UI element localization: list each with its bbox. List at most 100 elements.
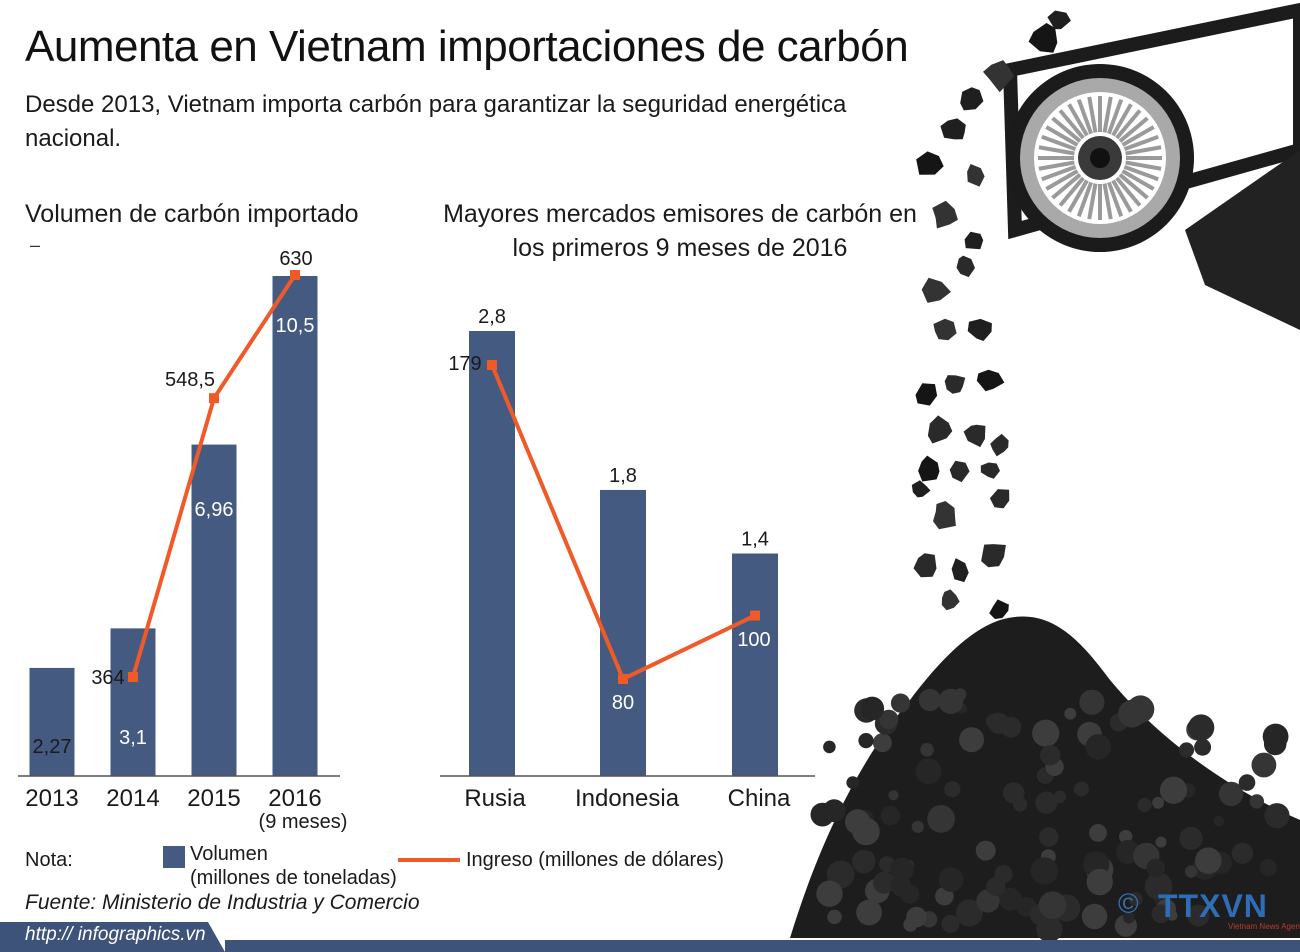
coal-pile-lump [1079, 689, 1105, 715]
bar-label-Rusia: 2,8 [478, 306, 506, 328]
coal-pile-lump [1178, 742, 1195, 758]
coal-pile-lump [986, 877, 1006, 897]
logo-text: TTXVN [1158, 888, 1268, 924]
coal-pile-lump [1119, 829, 1133, 844]
pulley-spoke [1121, 169, 1155, 191]
bar-2016 [272, 276, 318, 776]
coal-pile-lump [938, 867, 964, 892]
coal-chunk [983, 60, 1015, 93]
coal-pile-lump [1251, 752, 1277, 778]
pulley-spoke [1102, 183, 1113, 220]
bar-China [732, 553, 778, 776]
coal-pile-lump [1032, 719, 1060, 747]
pulley-spoke [1102, 96, 1113, 133]
coal-pile-lump [1040, 745, 1061, 766]
bar-2014 [110, 628, 156, 776]
bar-Rusia [469, 331, 515, 776]
income-label-Indonesia: 80 [612, 692, 634, 714]
footer-url[interactable]: http:// infographics.vn [25, 924, 206, 945]
pulley-spoke [1123, 165, 1159, 182]
coal-pile-lump [1128, 892, 1143, 907]
income-label-2015: 548,5 [165, 369, 215, 391]
coal-chunk [981, 544, 1006, 568]
category-label-Rusia: Rusia [464, 785, 526, 812]
coal-pile-lump [1213, 815, 1225, 827]
income-point [750, 610, 760, 621]
category-label-2015: 2015 [187, 785, 240, 812]
category-label-Indonesia: Indonesia [575, 785, 680, 812]
chart2-title: Mayores mercados emisores de carbón en l… [443, 200, 917, 262]
coal-pile-lump [827, 909, 842, 925]
coal-pile-lump [1073, 781, 1089, 797]
coal-pile-lump [920, 743, 934, 757]
coal-chunk [933, 501, 956, 530]
coal-pile-lump [1086, 868, 1113, 896]
coal-chunk [1028, 23, 1058, 53]
income-label-China: 100 [737, 629, 770, 651]
bar-Indonesia [600, 489, 646, 776]
coal-chunk [921, 277, 951, 303]
coal-chunk [989, 489, 1010, 509]
coal-pile-lump [1137, 797, 1152, 813]
coal-pile-lump [858, 733, 874, 749]
pulley-spoke [1125, 160, 1162, 171]
income-label-Rusia: 179 [448, 353, 481, 375]
income-point [290, 270, 300, 280]
coal-chunk [964, 231, 984, 250]
coal-chunk [940, 118, 966, 140]
coal-pile-lump [1030, 857, 1059, 885]
coal-pile-lump [1118, 699, 1146, 728]
coal-chunk [951, 558, 969, 583]
category-label-China: China [728, 785, 791, 812]
pulley-spoke [1076, 181, 1093, 217]
legend-income-label: Ingreso (millones de dólares) [466, 849, 724, 871]
bar-label-China: 1,4 [741, 529, 769, 551]
pulley-spoke [1118, 173, 1149, 200]
pulley-spoke [1041, 165, 1077, 182]
coal-pile-lump [915, 758, 942, 785]
coal-chunk [918, 455, 940, 482]
coal-pile-lump [988, 712, 1010, 734]
income-label-2014: 364 [91, 667, 124, 689]
coal-pile-lump [956, 899, 983, 927]
coal-pile-lump [846, 776, 860, 789]
coal-chunk [913, 553, 937, 578]
coal-pile-lump [1238, 774, 1256, 791]
coal-chunk [990, 433, 1009, 457]
coal-pile-lump [810, 802, 835, 827]
pulley-spoke [1038, 160, 1075, 171]
coal-pile-lump [1151, 904, 1171, 924]
coal-chunk [963, 424, 986, 448]
coal-chunk [933, 318, 957, 341]
legend-volume-label: Volumen [190, 843, 268, 865]
pulley-spoke [1067, 179, 1089, 213]
coal-chunk [989, 599, 1009, 619]
coal-chunk [960, 87, 984, 111]
pulley-spoke [1121, 125, 1155, 147]
coal-pile-lump [852, 850, 876, 874]
coal-chunk [916, 151, 944, 175]
coal-pile-lump [944, 781, 961, 798]
bar-label-2015: 6,96 [195, 499, 234, 521]
coal-pile-lump [852, 817, 880, 846]
coal-chunk [967, 318, 992, 341]
pulley-spoke [1118, 116, 1149, 143]
coal-pile-lump [1012, 797, 1028, 812]
coal-pile-lump [888, 790, 899, 801]
chart1-subnote: – [30, 235, 41, 255]
pulley-spoke [1045, 125, 1079, 147]
coal-pile-lump [1179, 826, 1203, 851]
logo-subtitle: Vietnam News Agency [1228, 922, 1300, 931]
pulley-spoke [1125, 145, 1162, 156]
coal-pile-lump [1152, 796, 1164, 809]
pulley-spoke [1111, 179, 1133, 213]
coal-pile-lump [906, 906, 927, 928]
source-credit: Fuente: Ministerio de Industria y Comerc… [25, 891, 420, 914]
pulley-spoke [1087, 96, 1098, 133]
coal-pile-lump [1085, 734, 1112, 760]
income-point [209, 393, 219, 404]
ttxvn-logo: © TTXVN Vietnam News Agency [1118, 888, 1300, 932]
pulley-spoke [1058, 176, 1085, 207]
coal-pile-lump [890, 693, 911, 713]
